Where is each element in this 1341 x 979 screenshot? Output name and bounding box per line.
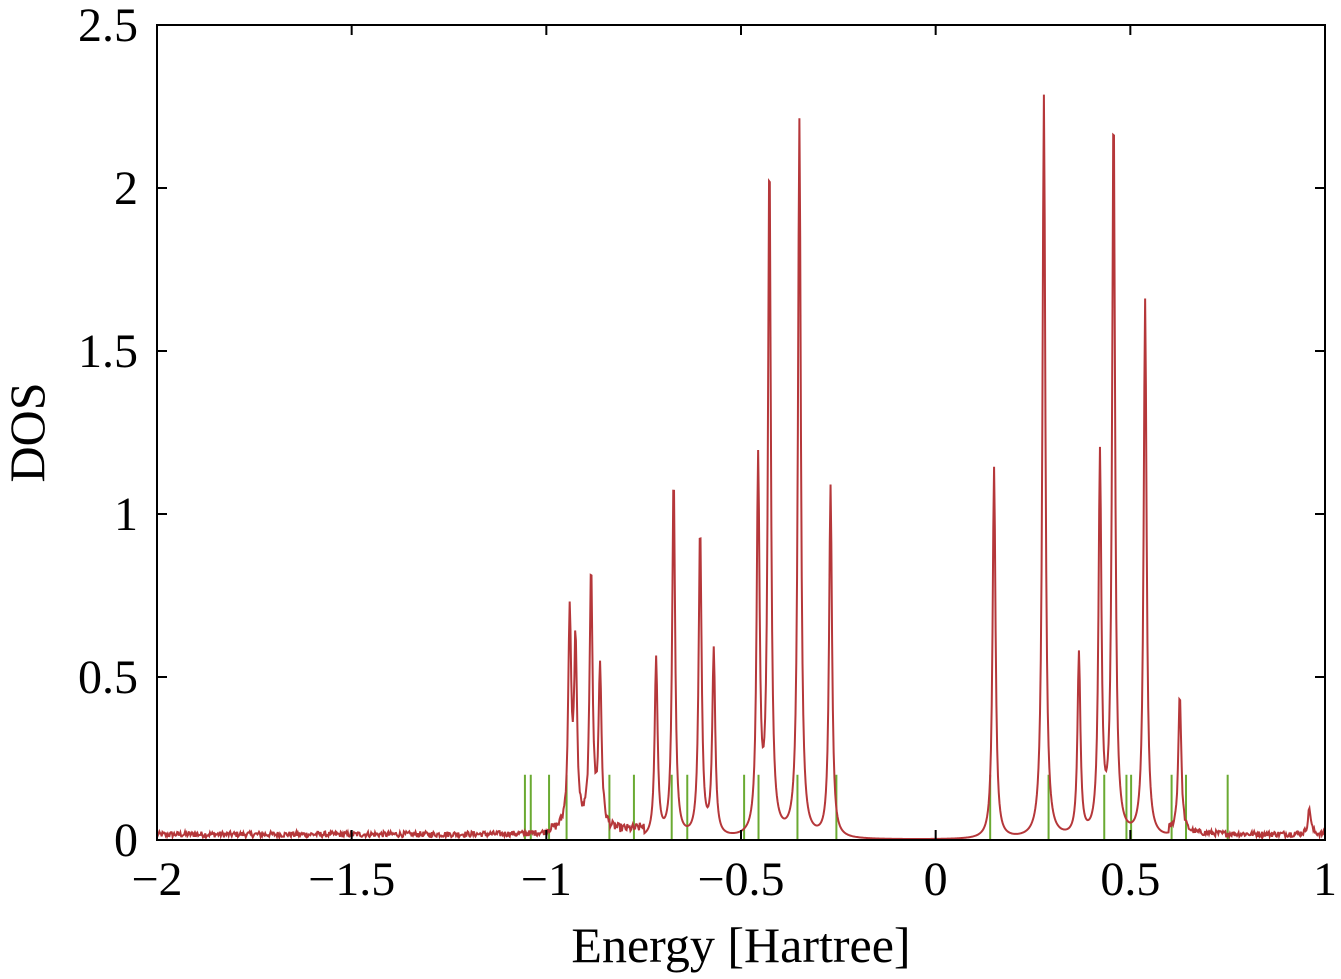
x-tick-labels: −2 −1.5 −1 −0.5 0 0.5 1	[131, 853, 1337, 906]
x-tick-label: 1	[1313, 853, 1337, 906]
dos-curve	[156, 94, 1326, 841]
x-tick-label: −0.5	[697, 853, 784, 906]
y-tick-label: 1.5	[78, 325, 138, 378]
x-tick-label: −1.5	[308, 853, 395, 906]
plot-frame	[156, 24, 1326, 841]
x-tick-label: 0.5	[1100, 853, 1160, 906]
y-axis-title: DOS	[0, 382, 55, 482]
x-tick-label: 0	[924, 853, 948, 906]
axis-ticks	[156, 24, 1326, 841]
y-tick-label: 0.5	[78, 651, 138, 704]
x-axis-title: Energy [Hartree]	[571, 917, 910, 973]
y-tick-label: 0	[114, 814, 138, 867]
y-tick-label: 2.5	[78, 0, 138, 52]
x-tick-label: −2	[131, 853, 182, 906]
y-tick-label: 1	[114, 488, 138, 541]
y-tick-label: 2	[114, 162, 138, 215]
x-tick-label: −1	[521, 853, 572, 906]
y-tick-labels: 0 0.5 1 1.5 2 2.5	[78, 0, 138, 867]
